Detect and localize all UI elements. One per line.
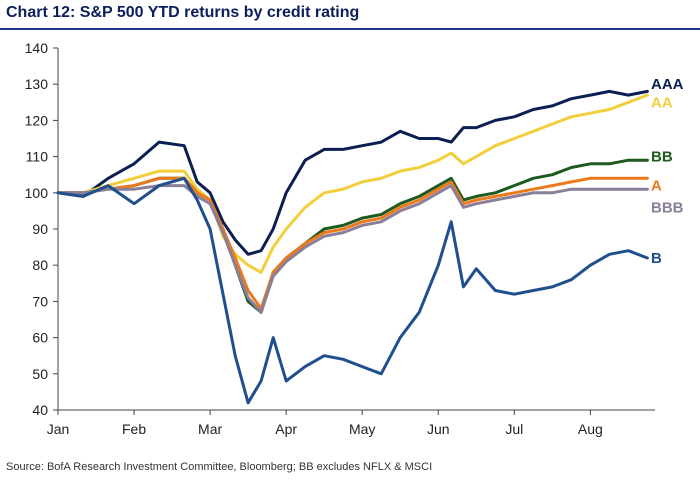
series-line-aaa xyxy=(56,89,649,256)
y-tick-label: 110 xyxy=(26,149,49,165)
x-tick-label: Mar xyxy=(198,421,222,437)
y-tick-label: 40 xyxy=(32,402,48,418)
x-tick-label: Feb xyxy=(122,421,146,437)
end-label-aaa: AAA xyxy=(651,76,684,93)
y-tick-label: 130 xyxy=(25,76,49,92)
x-tick-label: Jan xyxy=(47,421,70,437)
y-tick-label: 120 xyxy=(25,112,49,128)
x-tick-label: Apr xyxy=(275,421,297,437)
end-label-a: A xyxy=(651,178,662,195)
series-lines xyxy=(56,89,649,405)
y-tick-label: 50 xyxy=(32,366,48,382)
end-label-bbb: BBB xyxy=(651,199,684,216)
chart-axes: 40 50 60 70 80 90 100 110 120 130 140 Jan Feb Mar Apr M… xyxy=(25,40,655,437)
x-tick-label: Aug xyxy=(578,421,603,437)
x-tick-label: Jul xyxy=(505,421,523,437)
source-note: Source: BofA Research Investment Committ… xyxy=(6,461,433,473)
x-tick-label: Jun xyxy=(427,421,450,437)
chart-title: Chart 12: S&P 500 YTD returns by credit … xyxy=(6,4,360,21)
x-tick-label: May xyxy=(349,421,375,437)
series-line-b xyxy=(56,176,649,405)
series-line-bbb xyxy=(56,184,649,314)
end-label-b: B xyxy=(651,250,662,267)
y-tick-label: 140 xyxy=(25,40,49,56)
y-tick-label: 70 xyxy=(32,293,48,309)
series-line-a xyxy=(56,176,649,311)
title-rule xyxy=(0,28,700,30)
y-tick-label: 60 xyxy=(32,330,48,346)
y-tick-label: 90 xyxy=(32,221,48,237)
y-tick-label: 100 xyxy=(25,185,49,201)
end-label-aa: AA xyxy=(651,94,673,111)
end-label-bb: BB xyxy=(651,149,673,166)
series-line-aa xyxy=(56,93,649,274)
y-tick-label: 80 xyxy=(32,257,48,273)
